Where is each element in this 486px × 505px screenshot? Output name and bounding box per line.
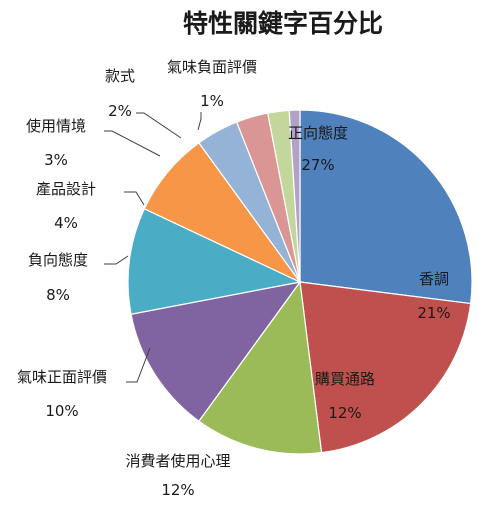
slice-labels: 正向態度 27% 香調 21% 購買通路 12% 消費者使用心理 12% 氣味正面評價 10% 負向… [17,58,451,499]
pie-slice [299,109,473,305]
pie-slice [127,207,302,315]
pie-slice [288,109,301,283]
slice-value-label: 21% [417,304,450,322]
pie-slice [130,281,302,422]
leader-line [104,130,161,157]
slice-label: 使用情境 [26,117,86,135]
pie-slices [127,109,473,455]
slice-value-label: 8% [46,286,70,304]
slice-label: 氣味正面評價 [17,368,107,386]
slice-label: 負向態度 [28,251,88,269]
slice-label: 正向態度 [288,124,348,142]
chart-title: 特性關鍵字百分比 [183,9,383,38]
slice-value-label: 1% [200,92,224,110]
slice-value-label: 10% [45,402,78,420]
slice-label: 消費者使用心理 [125,452,230,470]
slice-label: 產品設計 [36,180,96,198]
pie-slice [299,281,472,454]
leader-line [126,347,151,383]
leader-line [136,112,182,139]
leader-lines [104,112,202,383]
slice-label: 氣味負面評價 [167,58,257,76]
leader-line [197,112,202,131]
slice-label: 購買通路 [315,370,375,388]
slice-value-label: 12% [328,404,361,422]
slice-value-label: 27% [301,156,334,174]
leader-line [124,191,145,206]
slice-label: 香調 [419,270,449,288]
leader-line [104,255,129,265]
slice-value-label: 12% [161,481,194,499]
slice-value-label: 4% [54,214,78,232]
pie-slice [198,280,323,455]
slice-label: 款式 [105,67,135,85]
slice-value-label: 3% [44,151,68,169]
slice-value-label: 2% [108,102,132,120]
